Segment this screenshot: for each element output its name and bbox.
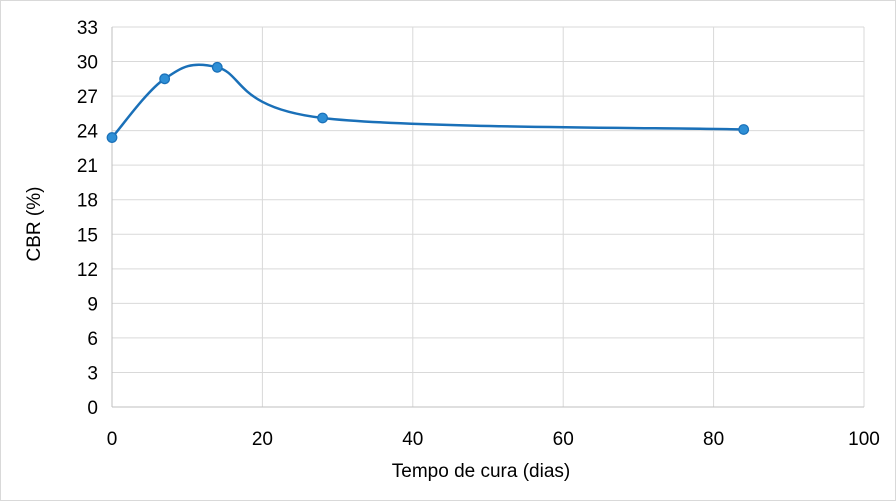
x-tick-label: 20 bbox=[252, 429, 273, 450]
y-tick-label: 21 bbox=[77, 156, 98, 177]
y-tick-label: 24 bbox=[77, 122, 99, 143]
x-tick-labels: 0 20 40 60 80 100 bbox=[107, 429, 880, 450]
gridlines bbox=[112, 26, 865, 407]
data-point bbox=[211, 61, 223, 73]
y-tick-label: 15 bbox=[77, 225, 98, 246]
y-tick-label: 12 bbox=[77, 260, 98, 281]
x-tick-label: 0 bbox=[107, 429, 118, 450]
x-axis-title: Tempo de cura (dias) bbox=[392, 461, 570, 482]
y-axis-title: CBR (%) bbox=[24, 187, 45, 262]
y-tick-labels: 0 3 6 9 12 15 18 21 24 27 30 33 bbox=[77, 18, 99, 419]
y-tick-label: 30 bbox=[77, 53, 98, 74]
y-tick-label: 27 bbox=[77, 87, 98, 108]
data-point bbox=[317, 112, 328, 124]
y-tick-label: 9 bbox=[87, 294, 98, 315]
x-tick-label: 100 bbox=[848, 429, 880, 450]
x-tick-label: 60 bbox=[553, 429, 574, 450]
y-tick-label: 6 bbox=[87, 329, 98, 350]
data-point bbox=[738, 124, 750, 135]
x-tick-label: 40 bbox=[402, 429, 423, 450]
series-line bbox=[111, 63, 744, 139]
data-point bbox=[106, 132, 118, 143]
y-tick-label: 33 bbox=[77, 18, 98, 39]
y-tick-label: 3 bbox=[87, 363, 98, 384]
series-layer bbox=[106, 61, 750, 143]
axes bbox=[111, 27, 864, 408]
y-tick-label: 0 bbox=[87, 398, 98, 419]
x-tick-label: 80 bbox=[703, 429, 724, 450]
y-tick-label: 18 bbox=[77, 191, 98, 212]
data-point bbox=[159, 73, 171, 85]
